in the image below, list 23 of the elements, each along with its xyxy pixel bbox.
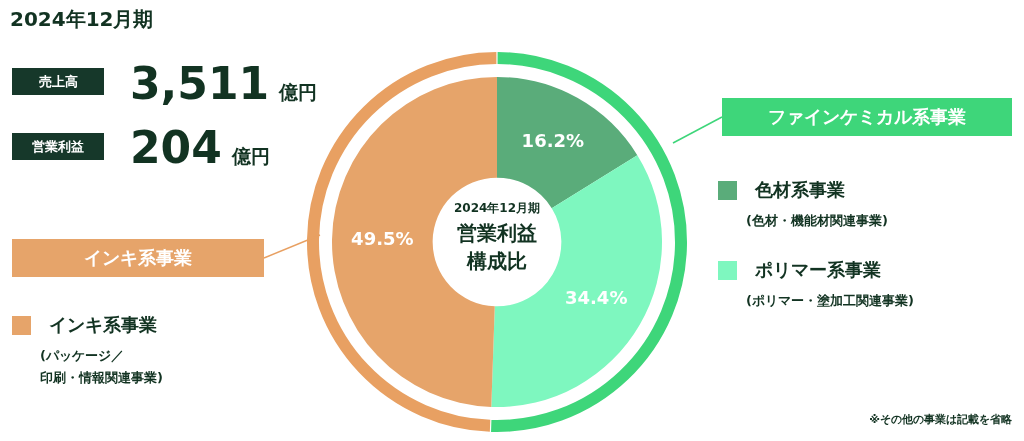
text: 売上高: [12, 68, 104, 95]
text: 2024年12月期: [452, 200, 542, 217]
text: ファインケミカル系事業: [722, 98, 1012, 136]
text: 構成比: [465, 248, 528, 275]
data-label: 34.4%: [564, 287, 628, 309]
text: 204: [130, 122, 222, 173]
legend-label: 色材系事業: [754, 178, 846, 202]
legend-label: インキ系事業: [48, 313, 158, 337]
chart-title: 2024年12月期: [10, 6, 154, 33]
text: インキ系事業: [12, 239, 264, 277]
text: 3,511: [130, 58, 270, 109]
text: (ポリマー・塗加工関連事業): [746, 292, 914, 310]
text: 営業利益: [12, 133, 104, 160]
legend-label: ポリマー系事業: [754, 258, 882, 282]
data-label: 49.5%: [351, 227, 414, 249]
text: (色材・機能材関連事業): [746, 212, 888, 230]
data-label: 16.2%: [521, 129, 585, 151]
text: 億円: [231, 144, 270, 169]
text: 億円: [279, 80, 318, 105]
text: 営業利益: [456, 220, 538, 247]
text: (パッケージ／: [40, 347, 125, 365]
text: ※その他の事業は記載を省略: [869, 412, 1012, 427]
text: 印刷・情報関連事業): [40, 369, 163, 387]
